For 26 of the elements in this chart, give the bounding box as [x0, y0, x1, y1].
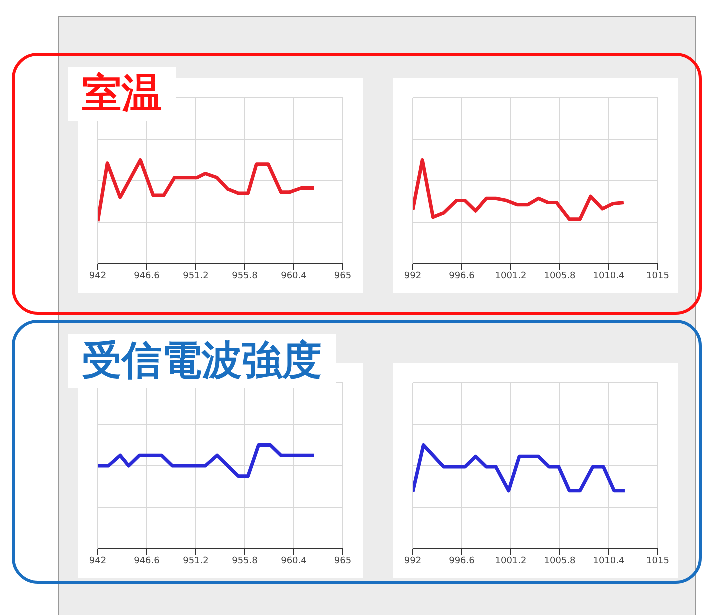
x-tick-label: 992 — [404, 556, 422, 566]
x-tick-label: 955.8 — [232, 271, 258, 282]
x-tick-label: 996.6 — [449, 271, 476, 282]
x-tick-label: 1001.2 — [495, 271, 527, 282]
x-tick-label: 1015 — [646, 271, 670, 282]
x-tick-label: 960.4 — [281, 271, 308, 282]
x-tick-label: 942 — [89, 556, 107, 566]
x-tick-label: 946.6 — [134, 271, 160, 282]
x-tick-label: 955.8 — [232, 556, 258, 566]
x-tick-label: 1001.2 — [495, 556, 527, 566]
x-tick-label: 942 — [89, 271, 107, 282]
x-tick-label: 1005.8 — [544, 556, 576, 566]
x-tick-label: 992 — [404, 271, 422, 282]
text: 受信電波強度 — [68, 334, 336, 388]
x-tick-label: 965 — [334, 556, 352, 566]
x-tick-label: 1015 — [646, 556, 670, 566]
x-tick-label: 996.6 — [449, 556, 476, 566]
x-tick-label: 965 — [334, 271, 352, 282]
x-tick-label: 946.6 — [134, 556, 160, 566]
x-tick-label: 951.2 — [183, 271, 209, 282]
x-tick-label: 960.4 — [281, 556, 308, 566]
x-tick-label: 1005.8 — [544, 271, 576, 282]
text: 室温 — [68, 67, 176, 121]
x-tick-label: 1010.4 — [593, 556, 626, 566]
x-tick-label: 951.2 — [183, 556, 209, 566]
x-tick-label: 1010.4 — [593, 271, 626, 282]
